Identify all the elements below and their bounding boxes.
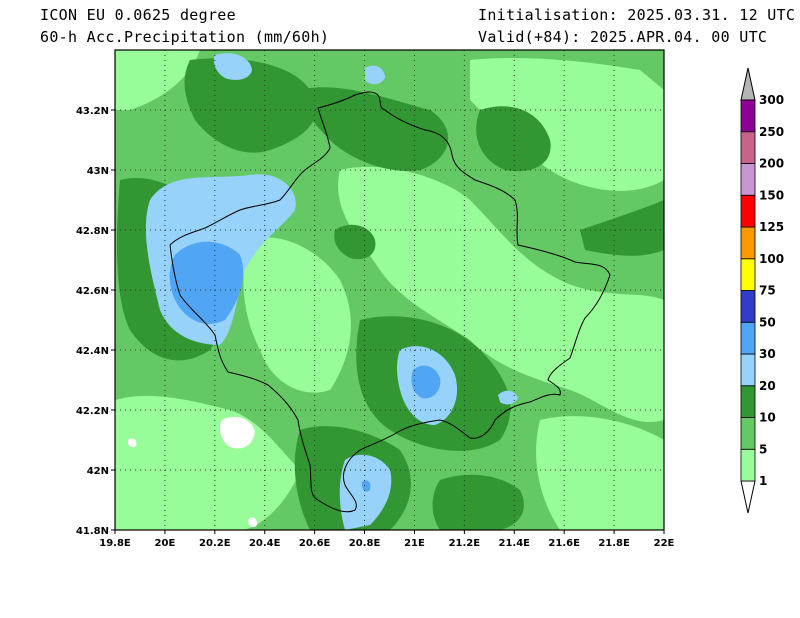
- field-title: 60-h Acc.Precipitation (mm/60h): [40, 28, 330, 46]
- colorbar-segment: [740, 385, 756, 418]
- gridlines: [115, 50, 664, 530]
- colorbar-label: 50: [759, 315, 776, 329]
- colorbar-segment: [740, 131, 756, 164]
- colorbar-label: 5: [759, 442, 767, 456]
- colorbar-segment: [740, 448, 756, 482]
- axis-ticks: 19.8E 20E 20.2E 20.4E 20.6E 20.8E 21E 21.2E 21.4…: [76, 106, 675, 549]
- precipitation-field: [115, 50, 664, 530]
- lon-tick-label: 22E: [654, 538, 675, 549]
- lon-tick-label: 19.8E: [99, 538, 131, 549]
- colorbar-label: 100: [759, 252, 784, 266]
- colorbar-label: 250: [759, 125, 784, 139]
- lat-tick-label: 43.2N: [76, 106, 109, 117]
- lon-tick-label: 20.2E: [199, 538, 231, 549]
- lat-tick-label: 43N: [87, 166, 109, 177]
- lon-tick-label: 20.8E: [349, 538, 381, 549]
- colorbar: 1 5 10 20 30 50 75 100 125 150 200 250 300: [740, 67, 784, 514]
- lat-tick-label: 42.4N: [76, 346, 109, 357]
- colorbar-label: 150: [759, 188, 784, 202]
- lon-tick-label: 20.6E: [299, 538, 331, 549]
- colorbar-segment: [740, 194, 756, 228]
- colorbar-low-arrow: [740, 480, 756, 514]
- lat-tick-label: 42N: [87, 466, 109, 477]
- colorbar-high-arrow: [740, 67, 756, 101]
- colorbar-segment: [740, 163, 756, 196]
- colorbar-segment: [740, 290, 756, 323]
- lat-tick-label: 41.8N: [76, 526, 109, 537]
- lon-tick-label: 21E: [404, 538, 425, 549]
- colorbar-label: 10: [759, 411, 776, 425]
- lon-tick-label: 20.4E: [249, 538, 281, 549]
- colorbar-label: 75: [759, 284, 776, 298]
- lat-tick-label: 42.2N: [76, 406, 109, 417]
- lon-tick-label: 21.8E: [598, 538, 630, 549]
- country-borders: [169, 91, 611, 513]
- colorbar-label: 1: [759, 474, 767, 488]
- colorbar-segment: [740, 417, 756, 450]
- colorbar-segment: [740, 99, 756, 133]
- lat-tick-label: 42.8N: [76, 226, 109, 237]
- colorbar-label: 125: [759, 220, 784, 234]
- colorbar-segment: [740, 321, 756, 355]
- lon-tick-label: 21.6E: [548, 538, 580, 549]
- colorbar-segment: [740, 258, 756, 291]
- valid-time: Valid(+84): 2025.APR.04. 00 UTC: [478, 28, 768, 46]
- colorbar-label: 300: [759, 93, 784, 107]
- lon-tick-label: 21.4E: [499, 538, 531, 549]
- colorbar-segment: [740, 226, 756, 260]
- colorbar-label: 20: [759, 379, 776, 393]
- colorbar-segment: [740, 353, 756, 387]
- init-time: Initialisation: 2025.03.31. 12 UTC: [478, 6, 796, 24]
- lat-tick-label: 42.6N: [76, 286, 109, 297]
- lon-tick-label: 21.2E: [449, 538, 481, 549]
- model-title: ICON EU 0.0625 degree: [40, 6, 236, 24]
- lon-tick-label: 20E: [155, 538, 176, 549]
- colorbar-label: 200: [759, 157, 784, 171]
- colorbar-label: 30: [759, 347, 776, 361]
